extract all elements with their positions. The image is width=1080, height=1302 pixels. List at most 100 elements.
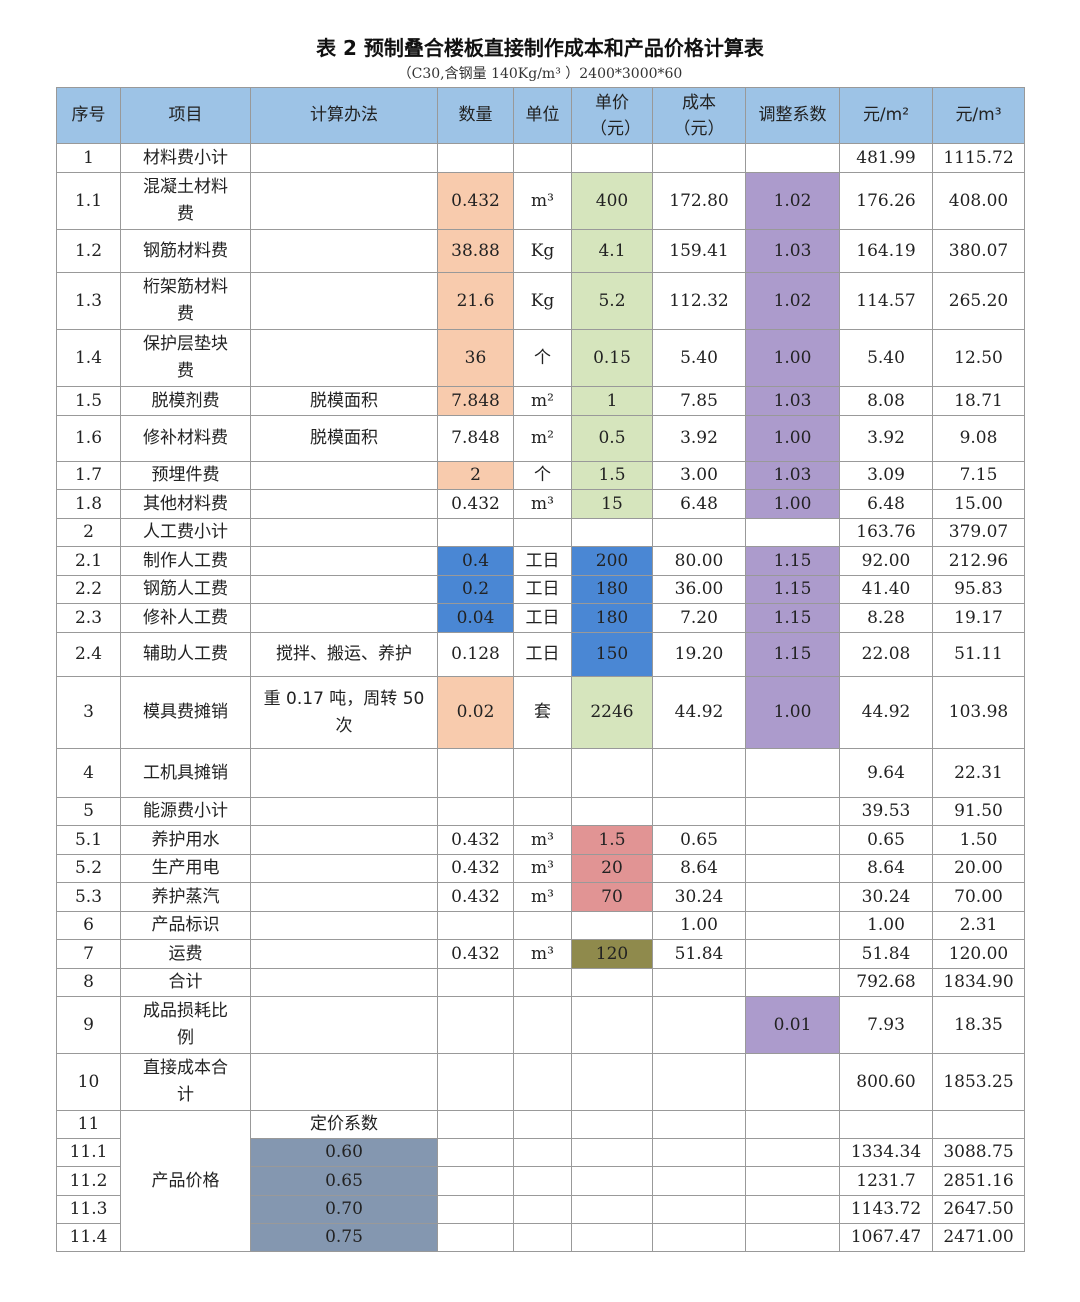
cell-unit [513, 968, 572, 997]
cell-unit-price: 2246 [571, 676, 653, 749]
cell-seq: 5.2 [56, 854, 121, 883]
table-row: 9 成品损耗比例 0.01 7.93 18.35 [56, 996, 1025, 1054]
cell-adjust-coef: 1.00 [745, 329, 840, 387]
cell-unit-price: 150 [571, 632, 653, 677]
cell-cost: 1.00 [652, 911, 746, 940]
cell-seq: 1.7 [56, 461, 121, 490]
cell-per-m2: 163.76 [839, 518, 933, 547]
cell-item: 运费 [120, 939, 251, 969]
table-row: 7 运费 0.432 m³ 120 51.84 51.84 120.00 [56, 939, 1025, 969]
cell-per-m2: 1.00 [839, 911, 933, 940]
cell-method: 0.75 [250, 1223, 438, 1252]
cell-seq: 1.1 [56, 172, 121, 230]
cell-cost: 0.65 [652, 825, 746, 855]
cell-seq: 11.2 [56, 1166, 121, 1196]
cell-method [250, 748, 438, 798]
table-row: 5.2 生产用电 0.432 m³ 20 8.64 8.64 20.00 [56, 854, 1025, 883]
cell-per-m3: 18.35 [932, 996, 1025, 1054]
cell-method [250, 911, 438, 940]
cell-item: 养护用水 [120, 825, 251, 855]
cell-item: 生产用电 [120, 854, 251, 883]
cell-unit-price [571, 1195, 653, 1224]
cell-per-m3: 95.83 [932, 575, 1025, 604]
cell-adjust-coef [745, 1053, 840, 1111]
cell-unit [513, 1223, 572, 1252]
cell-unit [513, 996, 572, 1054]
cell-per-m3: 2647.50 [932, 1195, 1025, 1224]
cell-unit: 工日 [513, 603, 572, 633]
cell-item: 保护层垫块费 [120, 329, 251, 387]
cell-seq: 2.4 [56, 632, 121, 677]
cell-quantity [437, 1110, 514, 1139]
cell-seq: 1 [56, 143, 121, 173]
cell-per-m3: 18.71 [932, 386, 1025, 416]
table-row: 5 能源费小计 39.53 91.50 [56, 797, 1025, 826]
cell-method [250, 825, 438, 855]
cell-unit: m² [513, 415, 572, 462]
cell-per-m2: 22.08 [839, 632, 933, 677]
cell-unit: 工日 [513, 632, 572, 677]
cell-unit-price [571, 1223, 653, 1252]
cell-per-m2: 481.99 [839, 143, 933, 173]
cell-seq: 11.3 [56, 1195, 121, 1224]
cell-cost: 6.48 [652, 489, 746, 519]
cell-method [250, 172, 438, 230]
cell-per-m2: 1143.72 [839, 1195, 933, 1224]
cell-quantity [437, 1138, 514, 1167]
cell-adjust-coef: 1.15 [745, 546, 840, 576]
cell-unit: m³ [513, 939, 572, 969]
cell-unit-price [571, 1166, 653, 1196]
cell-seq: 11.4 [56, 1223, 121, 1252]
table-row: 1.3 桁架筋材料费 21.6 Kg 5.2 112.32 1.02 114.57 265.20 [56, 272, 1025, 330]
cell-quantity: 0.2 [437, 575, 514, 604]
cell-unit-price: 5.2 [571, 272, 653, 330]
table-row: 6 产品标识 1.00 1.00 2.31 [56, 911, 1025, 940]
cell-cost: 5.40 [652, 329, 746, 387]
cell-item: 混凝土材料费 [120, 172, 251, 230]
cell-per-m3: 7.15 [932, 461, 1025, 490]
cell-cost [652, 1053, 746, 1111]
cell-method: 脱模面积 [250, 415, 438, 462]
cell-per-m3: 1115.72 [932, 143, 1025, 173]
cell-adjust-coef [745, 518, 840, 547]
cell-unit-price: 15 [571, 489, 653, 519]
cell-cost: 36.00 [652, 575, 746, 604]
cell-item: 人工费小计 [120, 518, 251, 547]
cell-adjust-coef [745, 1166, 840, 1196]
cell-unit-price: 1.5 [571, 461, 653, 490]
cell-adjust-coef [745, 968, 840, 997]
header-method: 计算办法 [250, 87, 438, 144]
header-per-m3: 元/m³ [932, 87, 1025, 144]
cell-seq: 8 [56, 968, 121, 997]
cell-unit-price [571, 143, 653, 173]
cell-quantity: 21.6 [437, 272, 514, 330]
cell-unit-price: 180 [571, 603, 653, 633]
cell-item: 修补人工费 [120, 603, 251, 633]
cell-seq: 1.2 [56, 229, 121, 273]
cell-quantity [437, 143, 514, 173]
cell-quantity: 7.848 [437, 415, 514, 462]
cell-method: 搅拌、搬运、养护 [250, 632, 438, 677]
cell-per-m3: 70.00 [932, 882, 1025, 912]
table-row: 11.4 0.75 1067.47 2471.00 [56, 1223, 1025, 1252]
cell-method [250, 329, 438, 387]
cell-cost: 80.00 [652, 546, 746, 576]
cell-quantity: 0.432 [437, 854, 514, 883]
cell-adjust-coef: 0.01 [745, 996, 840, 1054]
cell-unit [513, 518, 572, 547]
cell-method [250, 854, 438, 883]
cell-method [250, 603, 438, 633]
cell-unit [513, 748, 572, 798]
cell-quantity: 0.432 [437, 489, 514, 519]
cell-adjust-coef [745, 825, 840, 855]
cell-unit-price [571, 1110, 653, 1139]
cell-per-m2: 3.92 [839, 415, 933, 462]
cell-cost [652, 143, 746, 173]
cell-per-m2: 800.60 [839, 1053, 933, 1111]
cell-seq: 11.1 [56, 1138, 121, 1167]
document-title: 表 2 预制叠合楼板直接制作成本和产品价格计算表 [316, 36, 764, 60]
cell-cost: 30.24 [652, 882, 746, 912]
cell-item: 材料费小计 [120, 143, 251, 173]
cell-seq: 2.2 [56, 575, 121, 604]
table-row: 2.3 修补人工费 0.04 工日 180 7.20 1.15 8.28 19.17 [56, 603, 1025, 633]
